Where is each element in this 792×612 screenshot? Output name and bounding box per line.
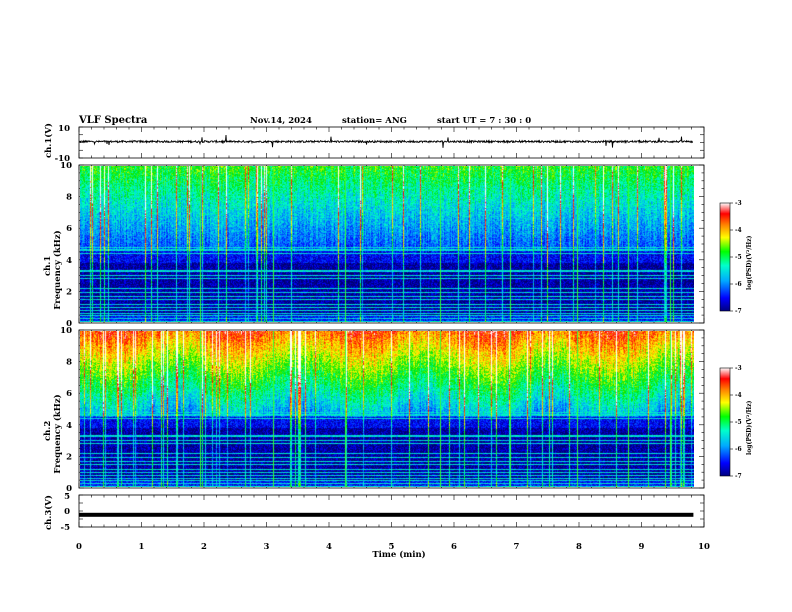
panel-ch3-frame [78,494,705,528]
colorbar-ch2-gradient [719,367,731,477]
time-tick-label: 7 [514,542,520,552]
frequency-tick-label: 4 [66,256,72,266]
colorbar-ch2: -3 -4 -5 -6 -7 log(PSD)(V²/Hz) [719,365,753,480]
time-tick-label: 1 [139,542,145,552]
time-tick-label: 2 [201,542,207,552]
colorbar-tick-label: -7 [735,308,742,315]
frequency-tick-label: 8 [66,358,72,368]
time-tick-label: 4 [326,542,332,552]
time-axis-label: Time (min) [372,549,425,560]
colorbar-tick-label: -6 [735,281,742,288]
frequency-tick-label: 8 [66,193,72,203]
frequency-tick-label: 6 [66,389,72,399]
time-tick-label: 5 [389,542,395,552]
frequency-tick-label: 4 [66,421,72,431]
ch3-ylabel: ch.3(V) [43,495,54,530]
colorbar-tick-label: -3 [735,200,742,207]
time-axis: 0 1 2 3 4 5 6 7 8 9 10 [76,542,710,552]
colorbar-tick-label: -5 [735,419,742,426]
frequency-tick-label: 10 [60,326,72,336]
colorbar-ch1-ticks: -3 -4 -5 -6 -7 [730,200,742,315]
panel-ch3-ticks [78,494,705,528]
time-tick-label: 8 [576,542,582,552]
colorbar-tick-label: -4 [735,227,742,234]
colorbar-tick-label: -5 [735,254,742,261]
ch1-ytick-top: 10 [58,124,70,134]
frequency-tick-label: 0 [66,484,72,494]
time-tick-label: 6 [451,542,457,552]
frequency-tick-label: 10 [60,161,72,171]
time-tick-label: 10 [698,542,710,552]
panel-ch3-waveform: 5 0 -5 ch.3(V) [43,492,705,533]
header-station: station= ANG [342,116,407,126]
ch3-waveform-trace [79,512,694,517]
colorbar-ch2-label: log(PSD)(V²/Hz) [746,400,753,455]
frequency-tick-label: 2 [66,452,72,462]
figure-title: VLF Spectra [78,115,148,126]
frequency-tick-label: 0 [66,319,72,329]
colorbar-ch1-label: log(PSD)(V²/Hz) [746,235,753,290]
colorbar-ch2-ticks: -3 -4 -5 -6 -7 [730,365,742,480]
ch3-ytick-mid: 0 [64,507,70,517]
ch3-ytick-top: 5 [64,492,70,502]
ch2-spec-ylabel-frequency: Frequency (kHz) [52,394,63,473]
ch1-ytick-bottom: -10 [55,154,70,164]
time-tick-label: 0 [76,542,82,552]
colorbar-tick-label: -7 [735,473,742,480]
header-date: Nov.14, 2024 [250,116,312,126]
ch2-spec-ylabel-channel: ch.2 [43,421,53,441]
ch3-ytick-bottom: -5 [61,523,71,533]
time-tick-label: 9 [639,542,645,552]
colorbar-tick-label: -3 [735,365,742,372]
ch1-waveform-trace [79,135,694,148]
colorbar-ch1-gradient [719,202,731,312]
frequency-tick-label: 2 [66,287,72,297]
frequency-tick-label: 6 [66,224,72,234]
ch1-spec-ylabel-frequency: Frequency (kHz) [52,230,63,309]
panel-ch1-waveform: 10 -10 ch.1(V) [43,123,705,164]
header-start-time: start UT = 7 : 30 : 0 [437,116,531,126]
panel-ch1-ticks [78,126,705,159]
ch1-spectrogram-image [80,166,694,322]
colorbar-tick-label: -4 [735,392,742,399]
colorbar-tick-label: -6 [735,446,742,453]
ch1-spec-ylabel-channel: ch.1 [43,256,53,276]
time-tick-label: 3 [264,542,270,552]
colorbar-ch1: -3 -4 -5 -6 -7 log(PSD)(V²/Hz) [719,200,753,315]
ch2-spectrogram-image [80,331,694,487]
ch1-ylabel: ch.1(V) [43,123,54,158]
